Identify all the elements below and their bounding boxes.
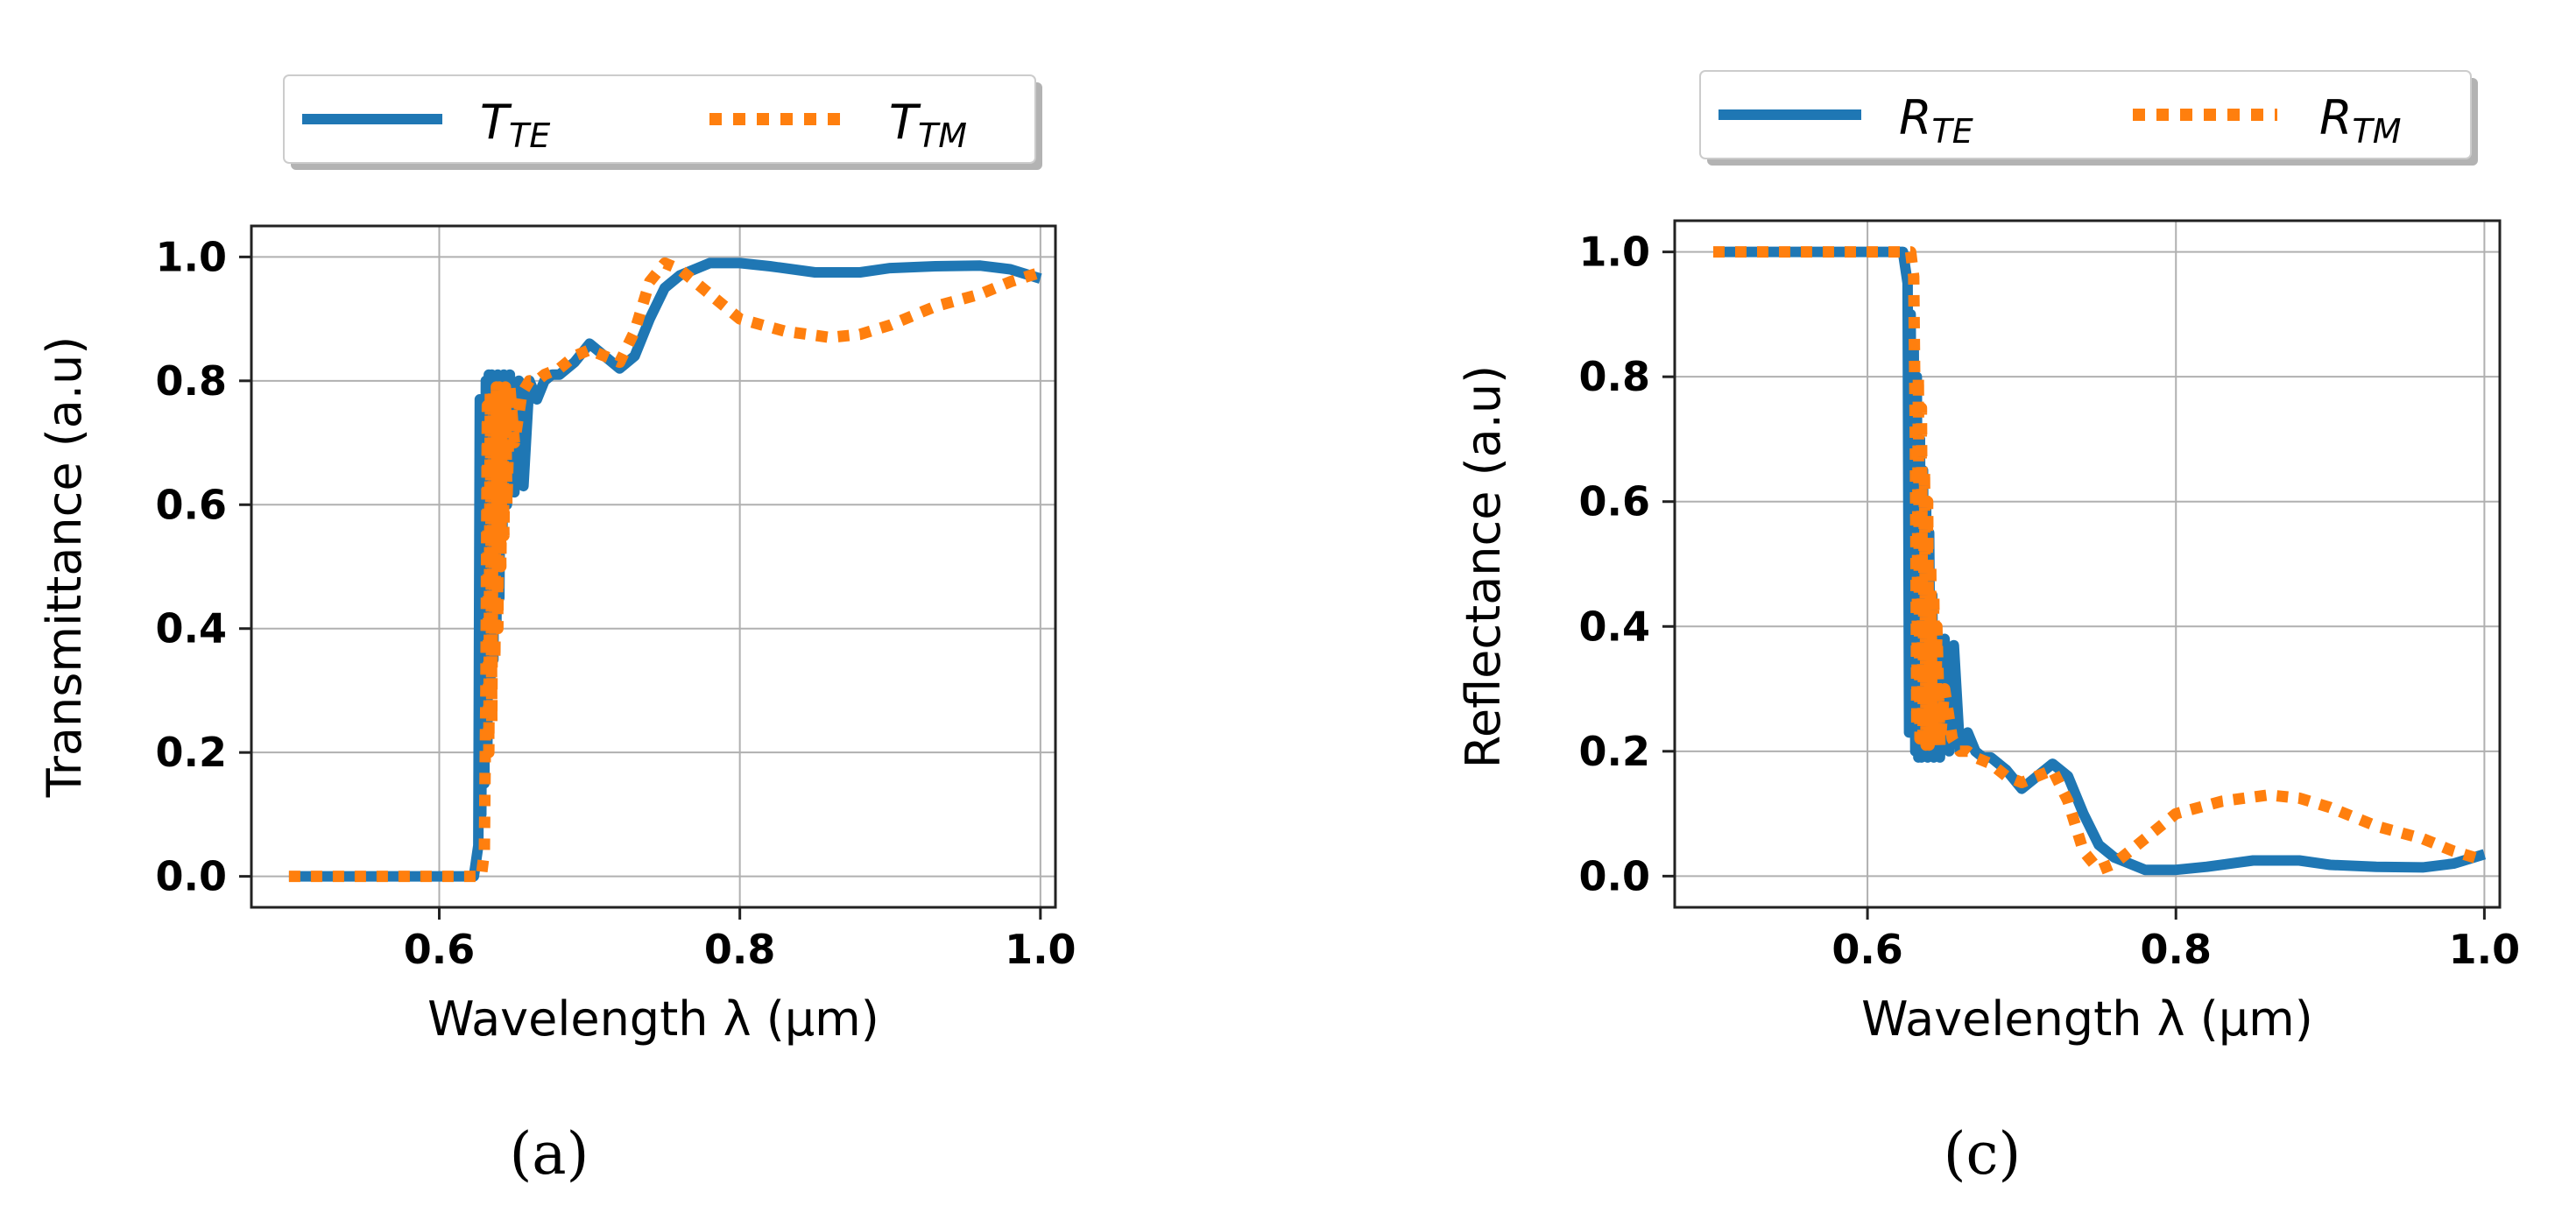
legend-a-box <box>283 74 1036 164</box>
series-line-r-te <box>1713 246 2487 876</box>
x-axis-label-c: Wavelength λ (μm) <box>1861 991 2313 1047</box>
legend-c: RTE RTM <box>1699 70 2478 166</box>
series-line-t-te <box>288 257 1042 882</box>
y-tick-label-c: 1.0 <box>1579 229 1651 276</box>
y-tick-label-a: 0.4 <box>156 605 228 652</box>
x-tick-label-a: 1.0 <box>1005 926 1076 973</box>
caption-c: (c) <box>1944 1120 2021 1188</box>
series-c <box>1713 246 2487 876</box>
series-line-r-tm <box>1713 246 2487 876</box>
y-tick-label-a: 0.0 <box>156 853 228 900</box>
y-axis-label-a: Transmittance (a.u) <box>37 336 92 799</box>
panel-a-transmittance: TTE TTM 0.6 0.8 1.0 0.0 0.2 0.4 0.6 0.8 1.0 Wave… <box>37 74 1076 1188</box>
series-a <box>288 257 1042 883</box>
panel-c-reflectance: RTE RTM 0.6 0.8 1.0 0.0 0.2 0.4 0.6 0.8 1.0 Wave… <box>1456 70 2521 1188</box>
legend-c-box <box>1699 70 2472 159</box>
legend-a-tm-label: TTM <box>889 95 967 155</box>
legend-a: TTE TTM <box>283 74 1042 170</box>
y-tick-label-a: 0.2 <box>156 729 228 776</box>
x-tick-label-a: 0.6 <box>404 926 476 973</box>
y-tick-label-c: 0.4 <box>1579 603 1651 650</box>
axes-frame-c <box>1673 219 2502 909</box>
y-tick-label-a: 1.0 <box>156 233 228 280</box>
axes-frame-a <box>250 224 1057 909</box>
x-tick-label-c: 1.0 <box>2449 926 2521 973</box>
x-tick-label-a: 0.8 <box>704 926 776 973</box>
y-tick-label-c: 0.8 <box>1579 353 1651 400</box>
y-axis-label-c: Reflectance (a.u) <box>1456 365 1511 768</box>
grid-a <box>251 226 1055 907</box>
y-tick-label-c: 0.6 <box>1579 478 1651 525</box>
caption-a: (a) <box>510 1120 589 1188</box>
series-line-t-tm <box>288 257 1042 883</box>
ticks-a: 0.6 0.8 1.0 0.0 0.2 0.4 0.6 0.8 1.0 <box>156 233 1076 973</box>
x-tick-label-c: 0.6 <box>1831 926 1903 973</box>
y-tick-label-c: 0.0 <box>1579 852 1651 899</box>
x-tick-label-c: 0.8 <box>2140 926 2212 973</box>
y-tick-label-c: 0.2 <box>1579 728 1651 775</box>
ticks-c: 0.6 0.8 1.0 0.0 0.2 0.4 0.6 0.8 1.0 <box>1579 229 2521 973</box>
grid-c <box>1675 221 2500 907</box>
x-axis-label-a: Wavelength λ (μm) <box>427 991 879 1047</box>
y-tick-label-a: 0.6 <box>156 481 228 528</box>
legend-c-te-label: RTE <box>1899 90 1973 151</box>
y-tick-label-a: 0.8 <box>156 357 228 405</box>
legend-c-tm-label: RTM <box>2319 90 2402 151</box>
legend-a-te-label: TTE <box>480 95 550 155</box>
